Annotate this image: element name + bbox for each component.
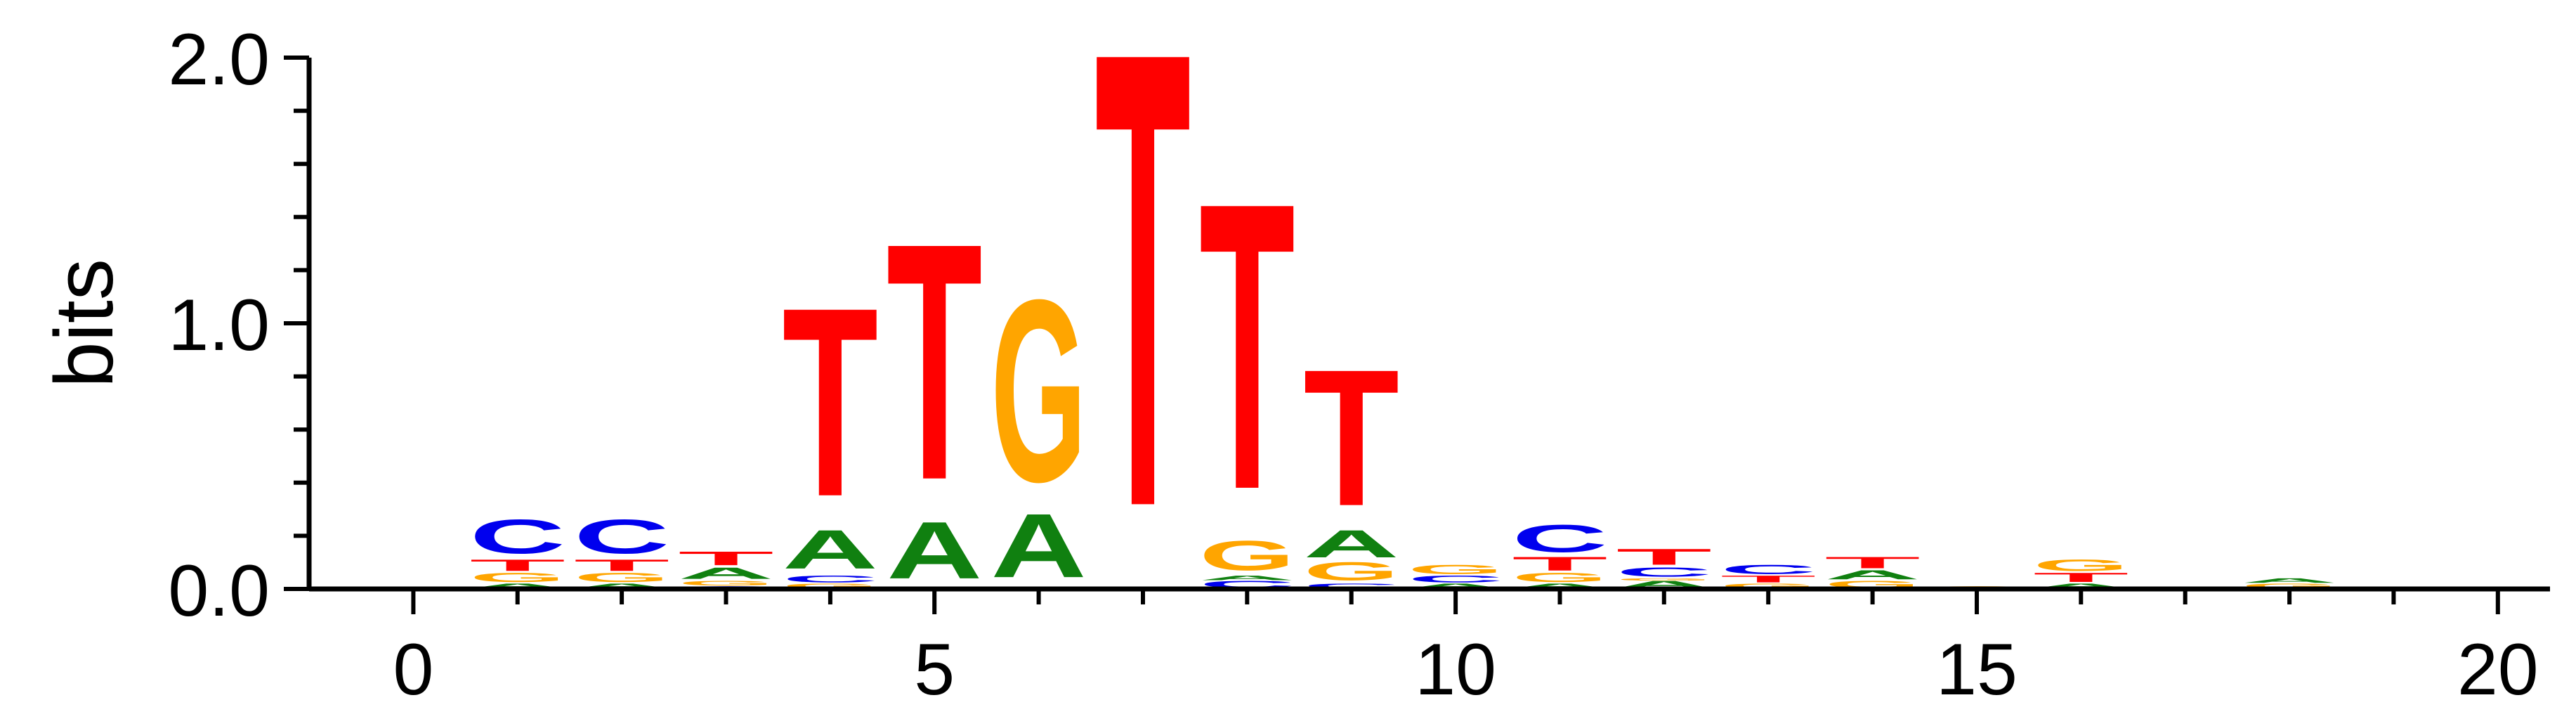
y-tick-label: 2.0 [168, 19, 270, 101]
x-tick-label: 20 [2457, 629, 2539, 711]
y-axis-title: bits [38, 259, 131, 388]
logo-column-14: GAT [1824, 554, 1920, 590]
logo-letter-a: A [2242, 577, 2337, 584]
x-tick-label: 0 [393, 629, 433, 711]
x-tick-label: 10 [1415, 629, 1496, 711]
logo-letter-g: G [2033, 556, 2129, 574]
logo-letter-t: T [678, 547, 773, 569]
logo-letter-t: T [783, 252, 878, 553]
logo-column-6: AG [990, 246, 1086, 597]
x-tick-label: 5 [914, 629, 955, 711]
logo-letter-t: T [1303, 330, 1399, 547]
logo-column-13: GTC [1720, 562, 1816, 590]
x-tick-label: 15 [1936, 629, 2018, 711]
logo-letter-g: G [1408, 562, 1503, 577]
logo-letter-t: T [1199, 118, 1295, 575]
logo-column-7: T [1095, 0, 1191, 642]
logo-letter-t: T [1616, 544, 1712, 569]
logo-letter-c: C [574, 510, 670, 564]
logo-letter-g: G [990, 246, 1086, 536]
logo-letter-t: T [887, 174, 982, 550]
y-tick-label: 0.0 [168, 550, 270, 632]
logo-column-5: AT [887, 174, 982, 596]
letters-layer: AGTCAGTCCGATGCATATAGTCAGTCGATACGAGTCAGCT… [469, 0, 2337, 642]
logo-letter-c: C [469, 510, 565, 564]
logo-letter-t: T [1824, 554, 1920, 572]
logo-letter-c: C [1512, 517, 1607, 560]
logo-letter-t: T [1095, 0, 1191, 642]
logo-letter-c: C [1720, 562, 1816, 577]
logo-column-10: ACG [1408, 562, 1504, 590]
logo-column-16: ATG [2033, 556, 2129, 589]
y-tick-label: 1.0 [168, 285, 270, 366]
